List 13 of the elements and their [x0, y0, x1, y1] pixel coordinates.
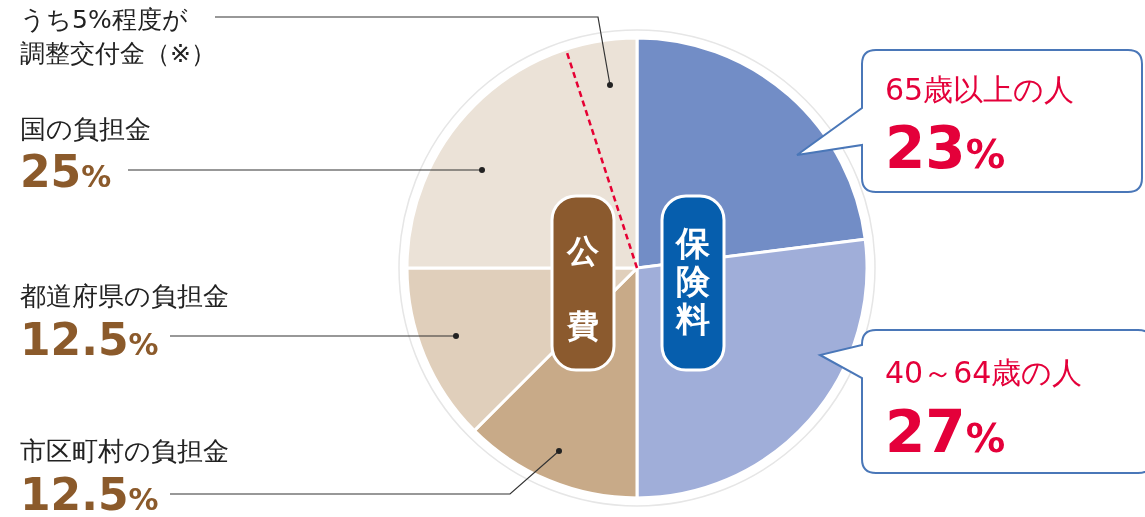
data-label: 12.5%: [20, 469, 159, 517]
data-label: 27%: [885, 398, 1006, 466]
slice-label: 40～64歳の人: [885, 355, 1083, 390]
data-label: 25%: [20, 146, 112, 197]
data-label: 12.5%: [20, 314, 159, 365]
slice-label: 65歳以上の人: [885, 72, 1075, 107]
slice-label: 国の負担金: [20, 114, 151, 144]
slice-label: 市区町村の負担金: [20, 436, 229, 466]
text: 公費: [566, 232, 600, 345]
text: 保険料: [674, 223, 711, 339]
text: うち5%程度が調整交付金（※）: [20, 5, 216, 68]
data-label: 23%: [885, 114, 1006, 182]
slice-label: 都道府県の負担金: [20, 281, 229, 311]
